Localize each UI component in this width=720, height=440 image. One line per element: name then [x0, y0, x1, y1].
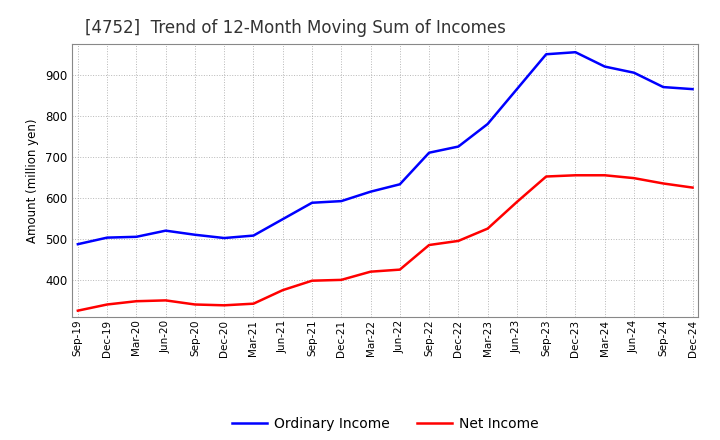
Ordinary Income — [279, 216, 287, 222]
Ordinary Income — [220, 235, 228, 241]
Ordinary Income — [395, 182, 404, 187]
Ordinary Income — [249, 233, 258, 238]
Net Income — [191, 302, 199, 307]
Ordinary Income — [307, 200, 316, 205]
Ordinary Income — [73, 242, 82, 247]
Ordinary Income — [161, 228, 170, 233]
Net Income — [542, 174, 551, 179]
Ordinary Income — [630, 70, 639, 75]
Net Income — [132, 299, 140, 304]
Ordinary Income — [103, 235, 112, 240]
Net Income — [103, 302, 112, 307]
Net Income — [337, 277, 346, 282]
Ordinary Income — [688, 87, 697, 92]
Net Income — [600, 172, 609, 178]
Net Income — [366, 269, 375, 274]
Ordinary Income — [454, 144, 463, 149]
Ordinary Income — [337, 198, 346, 204]
Net Income — [307, 278, 316, 283]
Ordinary Income — [483, 121, 492, 127]
Net Income — [513, 199, 521, 205]
Net Income — [659, 181, 667, 186]
Line: Net Income: Net Income — [78, 175, 693, 311]
Net Income — [483, 226, 492, 231]
Ordinary Income — [542, 51, 551, 57]
Net Income — [425, 242, 433, 248]
Net Income — [279, 287, 287, 293]
Ordinary Income — [600, 64, 609, 69]
Net Income — [220, 303, 228, 308]
Net Income — [395, 267, 404, 272]
Ordinary Income — [571, 50, 580, 55]
Net Income — [454, 238, 463, 244]
Net Income — [161, 298, 170, 303]
Net Income — [688, 185, 697, 190]
Legend: Ordinary Income, Net Income: Ordinary Income, Net Income — [226, 411, 544, 436]
Ordinary Income — [191, 232, 199, 238]
Ordinary Income — [659, 84, 667, 90]
Net Income — [571, 172, 580, 178]
Ordinary Income — [425, 150, 433, 155]
Ordinary Income — [513, 87, 521, 92]
Ordinary Income — [132, 234, 140, 239]
Net Income — [249, 301, 258, 306]
Line: Ordinary Income: Ordinary Income — [78, 52, 693, 244]
Net Income — [630, 176, 639, 181]
Net Income — [73, 308, 82, 313]
Y-axis label: Amount (million yen): Amount (million yen) — [27, 118, 40, 242]
Ordinary Income — [366, 189, 375, 194]
Text: [4752]  Trend of 12-Month Moving Sum of Incomes: [4752] Trend of 12-Month Moving Sum of I… — [84, 19, 505, 37]
